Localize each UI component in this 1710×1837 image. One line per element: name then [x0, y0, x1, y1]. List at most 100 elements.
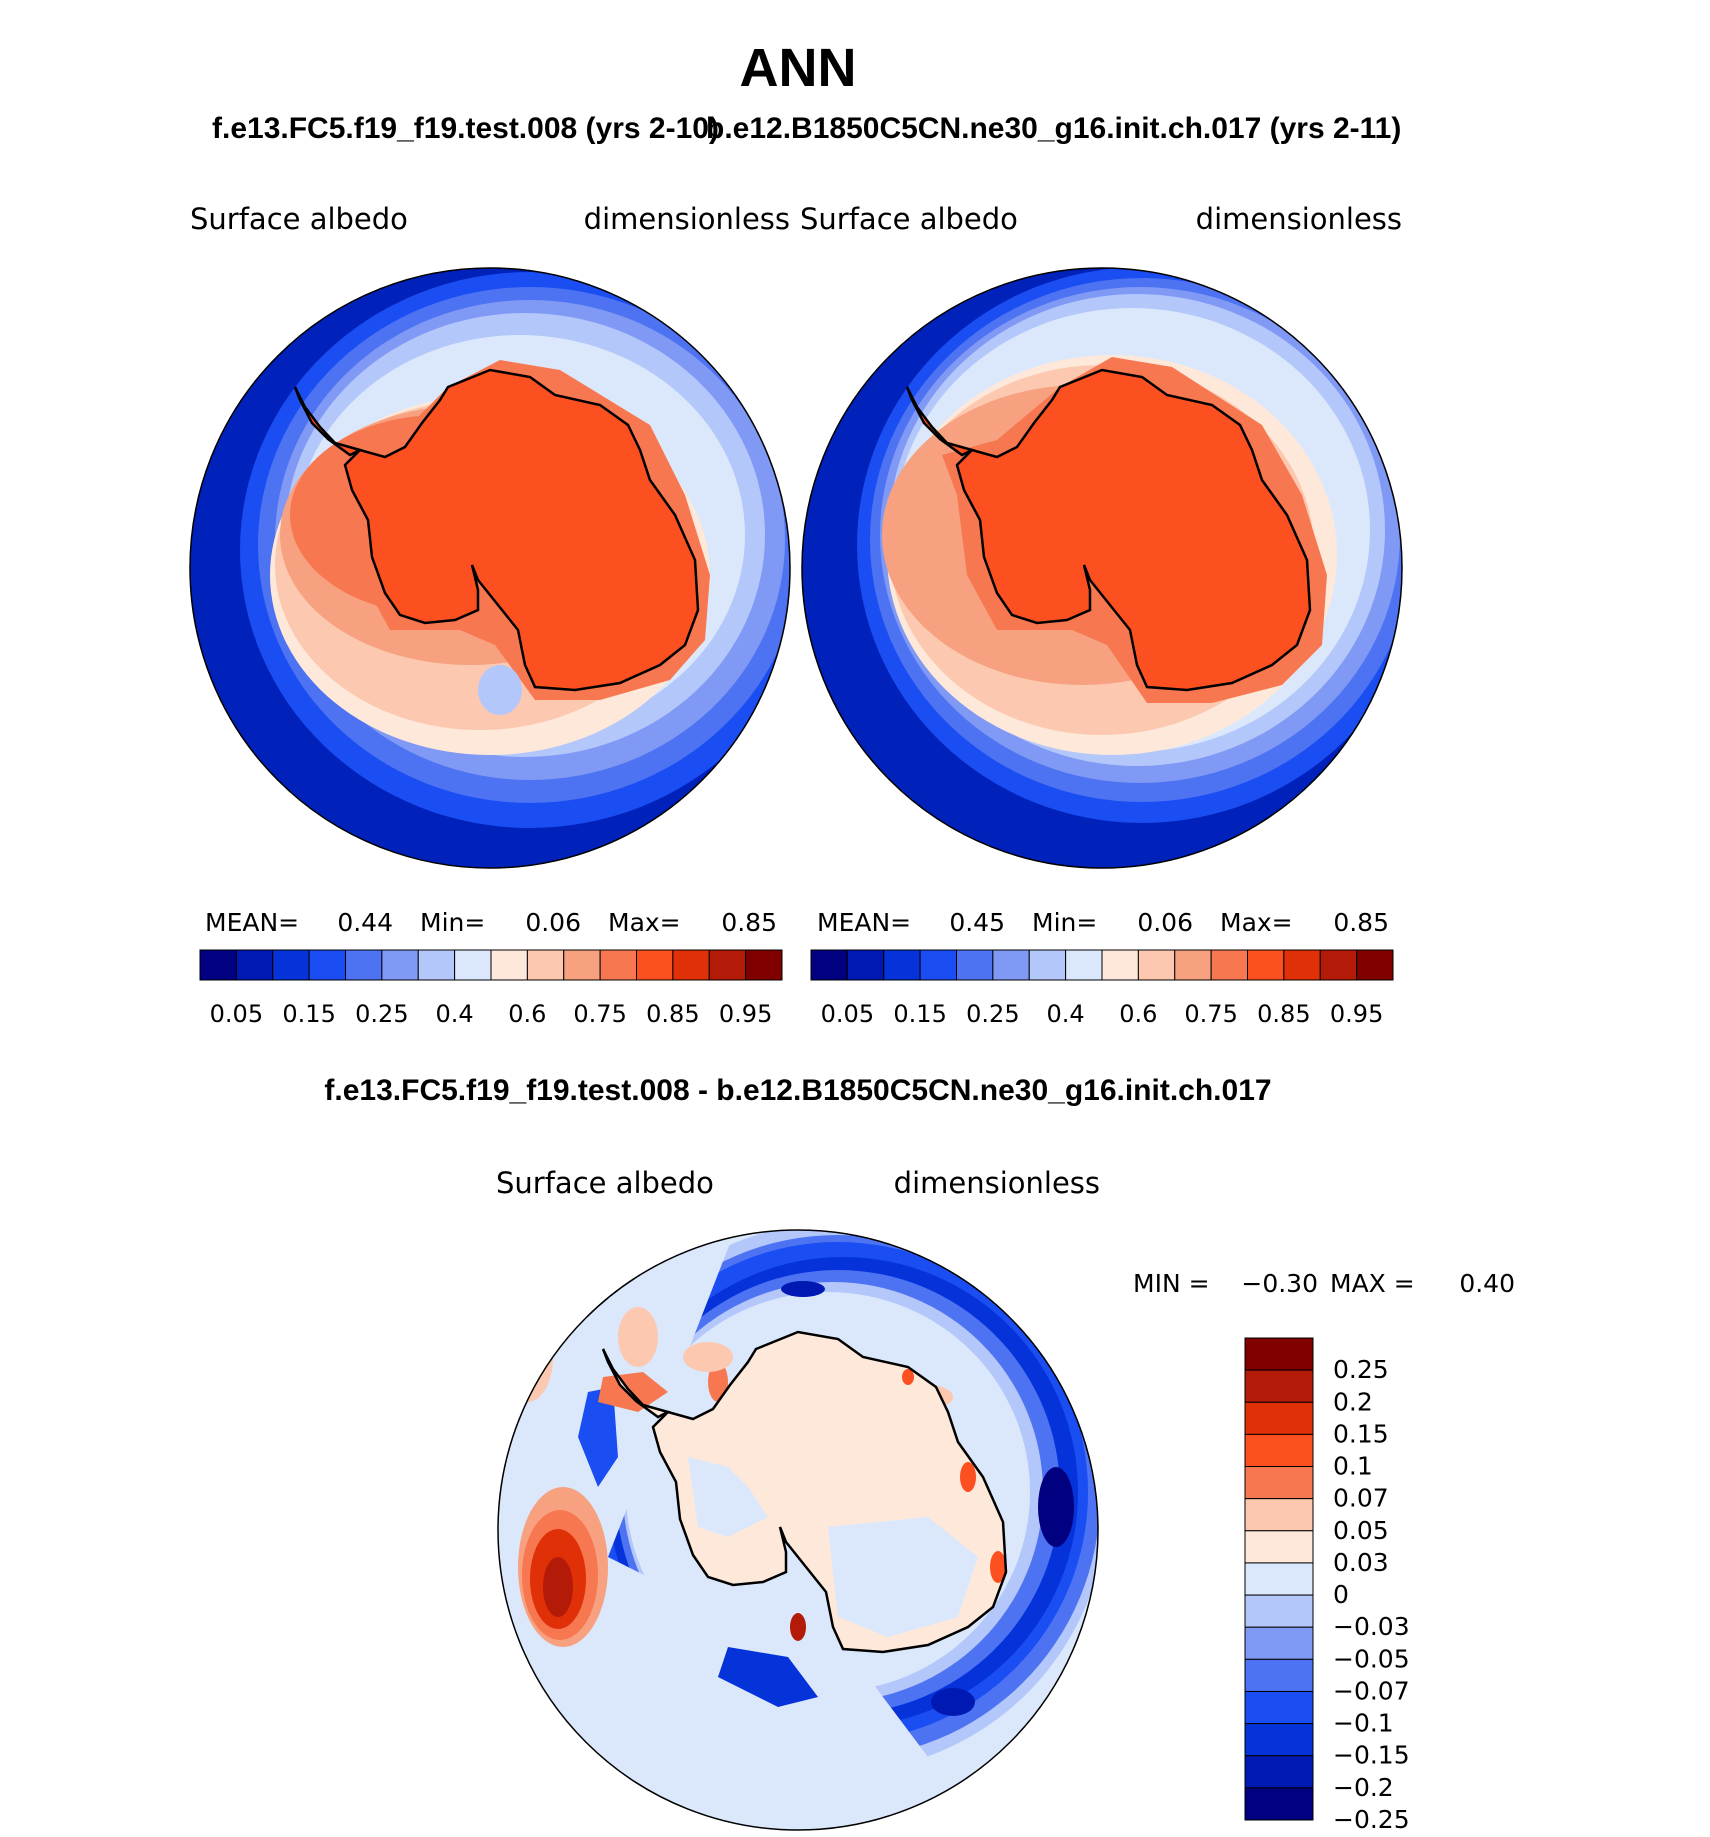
left-mean-label: MEAN= — [205, 908, 299, 937]
right-colorbar-swatch — [919, 949, 957, 981]
diff-panel-title: f.e13.FC5.f19_f19.test.008 - b.e12.B1850… — [324, 1074, 1271, 1107]
left-colorbar-swatch — [345, 949, 383, 981]
left-colorbar-swatch — [636, 949, 674, 981]
left-colorbar-swatch — [745, 949, 783, 981]
right-colorbar-swatch — [846, 949, 885, 981]
diff-colorbar-tick-label: −0.2 — [1333, 1773, 1394, 1802]
diff-colorbar-swatch — [1244, 1337, 1314, 1371]
right-mean-value: 0.45 — [949, 908, 1005, 937]
right-colorbar-swatch — [956, 949, 994, 981]
diff-colorbar-tick-label: −0.03 — [1333, 1612, 1410, 1641]
left-colorbar-swatch — [708, 949, 747, 981]
right-stats: MEAN= 0.45 Min= 0.06 Max= 0.85 — [817, 908, 1389, 937]
diff-colorbar-swatch — [1244, 1658, 1314, 1692]
left-colorbar-tick-label: 0.4 — [436, 1000, 474, 1028]
right-max-label: Max= — [1220, 908, 1293, 937]
diff-colorbar-swatch — [1244, 1401, 1314, 1435]
left-colorbar: 0.05 0.15 0.25 0.4 0.6 0.75 0.85 0.95 — [199, 949, 783, 1028]
right-colorbar-swatch — [992, 949, 1030, 981]
left-min-value: 0.06 — [525, 908, 581, 937]
left-units-label: dimensionless — [584, 202, 790, 236]
left-colorbar-tick-label: 0.05 — [210, 1000, 263, 1028]
right-colorbar-swatch — [1174, 949, 1212, 981]
diff-colorbar-swatch — [1244, 1626, 1314, 1660]
diff-stats: MIN = −0.30 MAX = 0.40 — [1133, 1269, 1515, 1298]
left-colorbar-swatch — [381, 949, 419, 981]
left-max-value: 0.85 — [721, 908, 777, 937]
diff-colorbar-swatch — [1244, 1530, 1314, 1564]
right-colorbar-swatch — [1065, 949, 1103, 981]
diff-colorbar-swatch — [1244, 1498, 1314, 1532]
left-colorbar-swatch — [417, 949, 456, 981]
right-variable-label: Surface albedo — [800, 202, 1018, 236]
diff-colorbar-tick-label: 0.2 — [1333, 1387, 1373, 1416]
left-colorbar-swatch — [454, 949, 492, 981]
page-title: ANN — [740, 38, 857, 98]
diff-min-label: MIN = — [1133, 1269, 1210, 1298]
left-max-label: Max= — [608, 908, 681, 937]
left-colorbar-swatch — [563, 949, 601, 981]
left-mean-value: 0.44 — [337, 908, 393, 937]
diff-colorbar-swatch — [1244, 1466, 1314, 1500]
left-variable-label: Surface albedo — [190, 202, 408, 236]
diff-colorbar-swatch — [1244, 1755, 1314, 1789]
left-polar-map — [189, 267, 791, 869]
right-min-label: Min= — [1032, 908, 1097, 937]
right-colorbar-swatch — [1101, 949, 1139, 981]
diff-colorbar-tick-label: −0.25 — [1333, 1805, 1410, 1834]
right-colorbar-tick-label: 0.85 — [1257, 1000, 1310, 1028]
diff-colorbar-tick-label: 0.03 — [1333, 1548, 1389, 1577]
left-colorbar-tick-label: 0.85 — [646, 1000, 699, 1028]
right-colorbar-tick-label: 0.15 — [893, 1000, 946, 1028]
left-colorbar-swatch — [490, 949, 528, 981]
left-colorbar-swatch — [526, 949, 565, 981]
left-colorbar-tick-label: 0.25 — [355, 1000, 408, 1028]
right-colorbar-swatch — [1319, 949, 1358, 981]
left-colorbar-swatch — [308, 949, 346, 981]
diff-colorbar-tick-label: −0.07 — [1333, 1676, 1410, 1705]
right-colorbar-swatch — [1210, 949, 1248, 981]
left-colorbar-tick-label: 0.95 — [719, 1000, 772, 1028]
right-colorbar-swatch — [1137, 949, 1176, 981]
diff-max-value: 0.40 — [1459, 1269, 1515, 1298]
right-colorbar-tick-label: 0.05 — [821, 1000, 874, 1028]
diff-colorbar-tick-label: −0.15 — [1333, 1741, 1410, 1770]
right-colorbar-swatch — [810, 949, 848, 981]
diff-colorbar-tick-label: 0.07 — [1333, 1484, 1389, 1513]
diff-colorbar-swatch — [1244, 1562, 1314, 1596]
left-colorbar-swatch — [199, 949, 237, 981]
diff-colorbar-tick-label: −0.05 — [1333, 1644, 1410, 1673]
left-colorbar-tick-label: 0.75 — [573, 1000, 626, 1028]
diff-colorbar: 0.25 0.2 0.15 0.1 0.07 0.05 0.03 0 −0.03 −0.05 −0.… — [1244, 1337, 1410, 1834]
diff-colorbar-tick-label: 0.25 — [1333, 1355, 1389, 1384]
right-polar-map — [801, 267, 1403, 869]
left-colorbar-swatch — [599, 949, 637, 981]
diff-max-label: MAX = — [1330, 1269, 1415, 1298]
diff-colorbar-swatch — [1244, 1723, 1314, 1757]
diff-variable-label: Surface albedo — [496, 1166, 714, 1200]
right-colorbar-tick-label: 0.4 — [1047, 1000, 1085, 1028]
diff-units-label: dimensionless — [894, 1166, 1100, 1200]
right-colorbar-tick-label: 0.6 — [1119, 1000, 1157, 1028]
diff-colorbar-swatch — [1244, 1594, 1314, 1628]
right-panel-title: b.e12.B1850C5CN.ne30_g16.init.ch.017 (yr… — [706, 112, 1401, 145]
right-colorbar-swatch — [883, 949, 921, 981]
diff-colorbar-swatch — [1244, 1433, 1314, 1468]
diff-colorbar-tick-label: 0.05 — [1333, 1516, 1389, 1545]
left-colorbar-tick-label: 0.6 — [508, 1000, 546, 1028]
diff-colorbar-swatch — [1244, 1787, 1314, 1821]
diff-colorbar-tick-label: −0.1 — [1333, 1709, 1394, 1738]
left-colorbar-swatch — [235, 949, 274, 981]
left-stats: MEAN= 0.44 Min= 0.06 Max= 0.85 — [205, 908, 777, 937]
right-colorbar-swatch — [1283, 949, 1321, 981]
right-colorbar-tick-label: 0.25 — [966, 1000, 1019, 1028]
diff-colorbar-tick-label: 0.1 — [1333, 1452, 1373, 1481]
left-colorbar-swatch — [672, 949, 710, 981]
right-colorbar-swatch — [1028, 949, 1067, 981]
right-colorbar-swatch — [1356, 949, 1394, 981]
right-max-value: 0.85 — [1333, 908, 1389, 937]
right-colorbar: 0.05 0.15 0.25 0.4 0.6 0.75 0.85 0.95 — [810, 949, 1394, 1028]
left-colorbar-tick-label: 0.15 — [282, 1000, 335, 1028]
diff-colorbar-swatch — [1244, 1369, 1314, 1403]
